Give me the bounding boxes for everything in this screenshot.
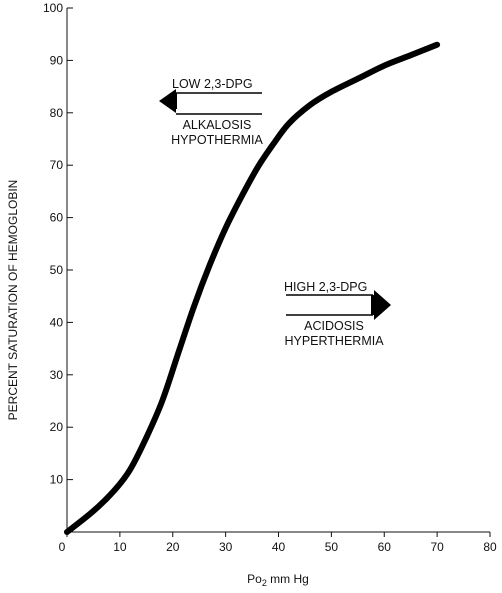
right-label-below-2: HYPERTHERMIA	[284, 334, 384, 348]
y-ticks: 10 20 30 40 50 60 70 80 90 100	[43, 1, 73, 487]
x-ticks: 0 10 20 30 40 50 60 70 80	[59, 532, 497, 554]
x-tick-label: 40	[272, 540, 286, 554]
y-tick-label: 90	[50, 53, 64, 67]
x-axis-title: Po2 mm Hg	[247, 572, 309, 588]
x-axis-title-rest: mm Hg	[267, 572, 309, 586]
x-tick-label: 0	[59, 540, 66, 554]
x-tick-label: 50	[325, 540, 339, 554]
x-tick-label: 10	[113, 540, 127, 554]
x-tick-label: 60	[378, 540, 392, 554]
y-tick-label: 50	[50, 263, 64, 277]
y-tick-label: 100	[43, 1, 63, 15]
x-axis-title-main: Po	[247, 572, 262, 586]
x-tick-label: 80	[483, 540, 497, 554]
left-label-below-1: ALKALOSIS	[183, 118, 252, 132]
x-tick-label: 30	[219, 540, 233, 554]
x-tick-label: 20	[166, 540, 180, 554]
x-axis-title-subscript: 2	[262, 578, 267, 588]
y-tick-label: 60	[50, 211, 64, 225]
left-arrow-body	[174, 93, 177, 109]
right-label-below-1: ACIDOSIS	[304, 319, 364, 333]
y-tick-label: 70	[50, 158, 64, 172]
right-label-above: HIGH 2,3-DPG	[284, 280, 367, 294]
left-label-above: LOW 2,3-DPG	[172, 77, 253, 91]
left-arrow-head	[159, 89, 176, 113]
right-arrow-body	[371, 295, 375, 315]
right-shift-annotation: HIGH 2,3-DPG ACIDOSIS HYPERTHERMIA	[284, 280, 391, 348]
y-tick-label: 10	[50, 473, 64, 487]
right-arrow-head	[374, 290, 391, 320]
x-tick-label: 70	[430, 540, 444, 554]
left-label-below-2: HYPOTHERMIA	[171, 133, 263, 147]
y-tick-label: 20	[50, 420, 64, 434]
y-tick-label: 30	[50, 368, 64, 382]
axes	[66, 8, 490, 533]
left-shift-annotation: LOW 2,3-DPG ALKALOSIS HYPOTHERMIA	[159, 77, 263, 147]
y-tick-label: 40	[50, 315, 64, 329]
saturation-curve	[64, 41, 441, 535]
y-axis-title: PERCENT SATURATION OF HEMOGLOBIN	[6, 180, 20, 421]
y-tick-label: 80	[50, 106, 64, 120]
